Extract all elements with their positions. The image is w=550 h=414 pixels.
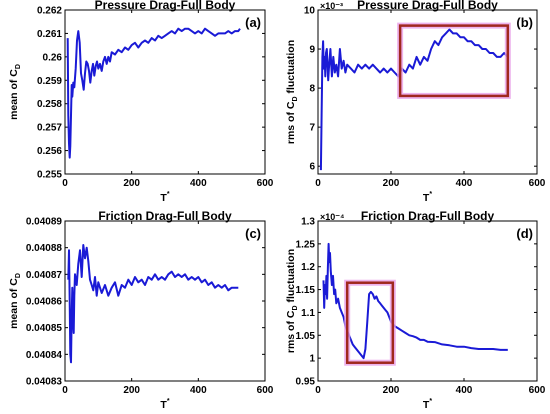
y-axis-label: rms of CD fluctuation [285, 40, 299, 144]
panel-tag: (d) [516, 226, 533, 241]
y-tick-label: 0.04089 [26, 217, 63, 228]
x-tick-label: 200 [123, 385, 140, 396]
y-tick-label: 0.04086 [26, 297, 63, 308]
chart-panel-b: Pressure Drag-Full Body ×10⁻³ 0 200 400 600 6 7… [285, 0, 546, 204]
series-line [66, 27, 241, 159]
x-tick-label: 600 [529, 178, 546, 189]
x-tick-label: 200 [383, 385, 400, 396]
x-tick-label: 0 [315, 385, 321, 396]
y-axis-label-sub: D [292, 305, 299, 310]
series-line [67, 244, 239, 364]
y-axis-label-sub: D [15, 273, 22, 278]
x-tick-label: 600 [257, 385, 274, 396]
x-tick-label: 600 [529, 385, 546, 396]
y-tick-label: 1.05 [296, 331, 316, 342]
y-axis-label: mean of CD [8, 273, 22, 329]
y-tick-label: 7 [309, 123, 315, 134]
x-axis-label-sup: * [167, 398, 170, 405]
plot-area-frame [64, 220, 266, 382]
x-tick-label: 200 [383, 178, 400, 189]
x-tick-label: 400 [456, 385, 473, 396]
chart-panel-a: Pressure Drag-Full Body 0 200 400 600 0.255 0.… [8, 0, 274, 204]
plot-area-frame [317, 9, 538, 175]
plot-area-frame [317, 220, 538, 382]
x-axis-label: T* [160, 191, 169, 204]
x-tick-label: 0 [315, 178, 321, 189]
panel-tag: (b) [516, 15, 533, 30]
x-axis-label: T* [160, 398, 169, 411]
y-tick-label: 1.25 [296, 239, 316, 250]
y-axis-label: rms of CD fluctuation [285, 249, 299, 353]
x-axis-label-sup: * [429, 398, 432, 405]
y-exponent-label: ×10⁻³ [320, 1, 343, 11]
x-axis-label-main: T [423, 192, 430, 204]
y-axis-label-main: mean of C [8, 69, 20, 120]
x-axis-label-main: T [160, 192, 167, 204]
y-tick-label: 0.256 [37, 146, 62, 157]
highlight-box [398, 24, 510, 98]
panel-tag: (c) [245, 226, 261, 241]
y-axis-label-main: rms of C [285, 310, 297, 353]
y-tick-label: 0.258 [37, 99, 62, 110]
y-tick-label: 0.04085 [26, 323, 63, 334]
x-tick-label: 0 [62, 178, 68, 189]
x-axis-label-sup: * [167, 191, 170, 198]
x-tick-label: 400 [190, 178, 207, 189]
y-tick-label: 1.2 [301, 262, 315, 273]
y-tick-label: 1.3 [301, 217, 315, 228]
chart-title: Pressure Drag-Full Body [357, 0, 498, 12]
y-tick-label: 1.15 [296, 285, 316, 296]
y-axis-label-main: rms of C [285, 101, 297, 144]
x-tick-label: 0 [62, 385, 68, 396]
y-tick-label: 1.1 [301, 308, 315, 319]
chart-panel-c: Friction Drag-Full Body 0 200 400 600 0.04083… [8, 209, 274, 411]
x-axis-label: T* [423, 191, 432, 204]
y-tick-label: 0.255 [37, 170, 62, 181]
chart-title: Friction Drag-Full Body [98, 209, 232, 223]
y-exponent-label: ×10⁻⁴ [320, 212, 344, 222]
y-tick-label: 9 [309, 45, 315, 56]
y-tick-label: 6 [309, 162, 315, 173]
x-tick-label: 400 [190, 385, 207, 396]
x-tick-label: 400 [456, 178, 473, 189]
chart-panel-d: Friction Drag-Full Body ×10⁻⁴ 0 200 400 600 0.… [285, 209, 546, 411]
y-tick-label: 10 [304, 6, 316, 17]
x-axis-label-sup: * [429, 191, 432, 198]
y-tick-label: 0.261 [37, 29, 62, 40]
plot-area-frame [64, 9, 266, 175]
y-tick-label: 0.257 [37, 123, 62, 134]
y-axis-label: mean of CD [8, 64, 22, 120]
y-tick-label: 0.26 [43, 52, 63, 63]
chart-title: Friction Drag-Full Body [361, 209, 495, 223]
y-tick-label: 0.04088 [26, 243, 63, 254]
y-axis-label-sub: D [292, 96, 299, 101]
y-tick-label: 0.04083 [26, 377, 63, 388]
x-axis-label-main: T [423, 399, 430, 411]
y-axis-label-tail: fluctuation [285, 249, 297, 306]
y-tick-label: 8 [309, 84, 315, 95]
y-tick-label: 0.262 [37, 6, 62, 17]
x-tick-label: 200 [123, 178, 140, 189]
x-tick-label: 600 [257, 178, 274, 189]
y-tick-label: 1 [309, 354, 315, 365]
x-axis-label-main: T [160, 399, 167, 411]
y-tick-label: 0.259 [37, 76, 62, 87]
panel-tag: (a) [245, 15, 261, 30]
highlight-box [345, 281, 395, 364]
y-axis-label-tail: fluctuation [285, 40, 297, 97]
y-tick-label: 0.04084 [26, 350, 63, 361]
series-line [322, 242, 508, 360]
y-tick-label: 0.04087 [26, 270, 63, 281]
y-axis-label-sub: D [15, 64, 22, 69]
series-line [319, 28, 509, 171]
x-axis-label: T* [423, 398, 432, 411]
y-tick-label: 0.95 [296, 377, 316, 388]
y-axis-label-main: mean of C [8, 278, 20, 329]
chart-title: Pressure Drag-Full Body [95, 0, 236, 12]
